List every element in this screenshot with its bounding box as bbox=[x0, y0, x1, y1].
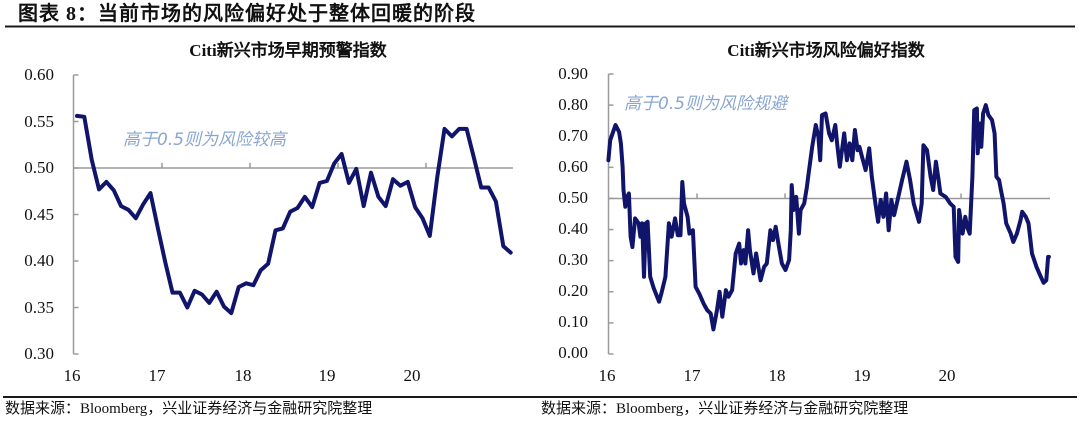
source-note: 数据来源：Bloomberg，兴业证券经济与金融研究院整理 bbox=[5, 401, 373, 417]
x-tick-label: 20 bbox=[403, 366, 421, 385]
figure-title: 图表 8：当前市场的风险偏好处于整体回暖的阶段 bbox=[18, 3, 476, 25]
x-tick-label: 19 bbox=[318, 366, 336, 385]
y-tick-label: 0.60 bbox=[558, 157, 588, 176]
x-tick-label: 18 bbox=[234, 366, 252, 385]
y-tick-label: 0.60 bbox=[24, 65, 54, 84]
y-tick-label: 0.50 bbox=[558, 188, 588, 207]
y-tick-label: 0.30 bbox=[24, 344, 54, 363]
y-tick-label: 0.40 bbox=[558, 219, 588, 238]
y-tick-label: 0.70 bbox=[558, 126, 588, 145]
threshold-annotation: 高于0.5则为风险较高 bbox=[123, 130, 287, 150]
y-tick-label: 0.80 bbox=[558, 95, 588, 114]
y-tick-label: 0.40 bbox=[24, 251, 54, 270]
y-tick-label: 0.20 bbox=[558, 281, 588, 300]
threshold-annotation: 高于0.5则为风险规避 bbox=[624, 94, 788, 114]
series-line bbox=[606, 103, 1051, 332]
chart-title: Citi新兴市场风险偏好指数 bbox=[727, 41, 925, 60]
y-tick-label: 0.35 bbox=[24, 297, 54, 317]
y-tick-label: 0.55 bbox=[24, 111, 54, 131]
x-tick-label: 20 bbox=[938, 366, 956, 385]
x-tick-label: 19 bbox=[853, 366, 871, 385]
y-tick-label: 0.10 bbox=[558, 312, 588, 331]
x-tick-label: 16 bbox=[598, 366, 616, 385]
source-note: 数据来源：Bloomberg，兴业证券经济与金融研究院整理 bbox=[541, 401, 909, 417]
x-tick-label: 17 bbox=[683, 366, 701, 385]
y-tick-label: 0.50 bbox=[24, 158, 54, 177]
y-tick-label: 0.45 bbox=[24, 204, 54, 224]
series-line bbox=[75, 113, 513, 316]
y-tick-label: 0.00 bbox=[558, 343, 588, 362]
y-tick-label: 0.90 bbox=[558, 64, 588, 83]
x-tick-label: 18 bbox=[768, 366, 786, 385]
x-tick-label: 16 bbox=[63, 366, 81, 385]
x-tick-label: 17 bbox=[148, 366, 166, 385]
chart-title: Citi新兴市场早期预警指数 bbox=[189, 41, 387, 60]
y-tick-label: 0.30 bbox=[558, 250, 588, 269]
